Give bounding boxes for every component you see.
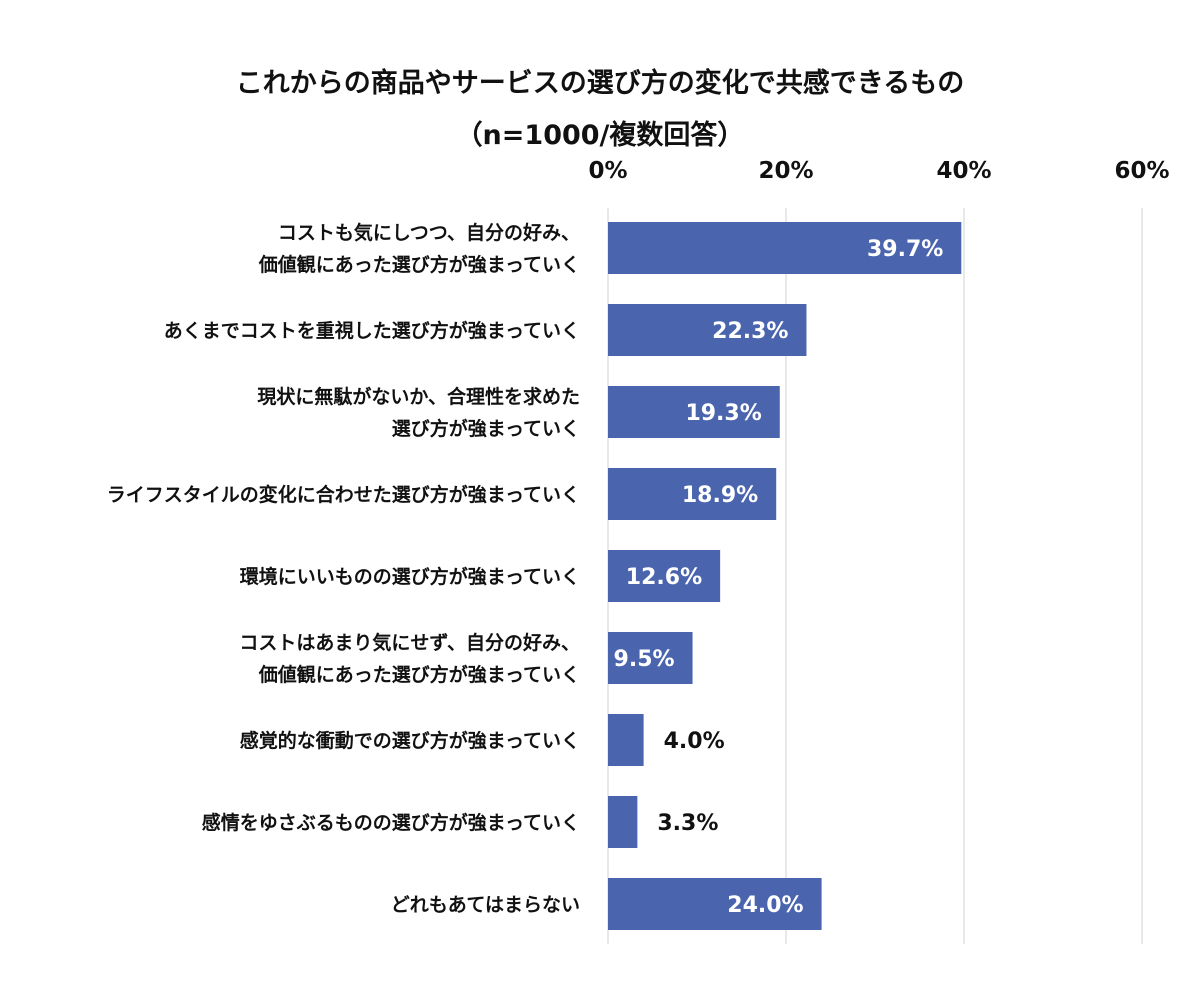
category-label: ライフスタイルの変化に合わせた選び方が強まっていく — [107, 483, 580, 506]
bar — [608, 714, 644, 766]
category-label: 現状に無駄がないか、合理性を求めた — [257, 385, 580, 408]
value-label: 3.3% — [657, 811, 718, 836]
bar — [608, 386, 780, 438]
category-label: 感情をゆさぶるものの選び方が強まっていく — [202, 811, 580, 834]
value-label: 24.0% — [727, 893, 803, 918]
value-label: 18.9% — [682, 483, 758, 508]
chart-title-line-1: これからの商品やサービスの選び方の変化で共感できるもの — [235, 68, 965, 99]
value-label: 39.7% — [867, 237, 943, 262]
category-label: あくまでコストを重視した選び方が強まっていく — [164, 319, 580, 342]
bar — [608, 878, 822, 930]
category-label: コストも気にしつつ、自分の好み、 — [278, 221, 580, 244]
bar — [608, 796, 638, 848]
bars — [608, 222, 962, 930]
value-label: 9.5% — [614, 647, 675, 672]
value-label: 12.6% — [626, 565, 702, 590]
x-axis-ticks: 0% 20% 40% 60% — [588, 158, 1169, 184]
bar — [608, 468, 777, 520]
x-tick-label: 40% — [936, 158, 991, 184]
value-label: 22.3% — [712, 319, 788, 344]
chart-title: これからの商品やサービスの選び方の変化で共感できるもの （n=1000/複数回答… — [0, 58, 1200, 162]
category-label: 価値観にあった選び方が強まっていく — [258, 663, 580, 686]
x-tick-label: 0% — [588, 158, 627, 184]
category-label: 感覚的な衝動での選び方が強まっていく — [240, 729, 580, 752]
bar — [608, 632, 693, 684]
category-label: 価値観にあった選び方が強まっていく — [258, 253, 580, 276]
category-label: 環境にいいものの選び方が強まっていく — [240, 565, 580, 588]
chart-title-line-2: （n=1000/複数回答） — [455, 120, 745, 151]
bar — [608, 550, 721, 602]
category-label: 選び方が強まっていく — [392, 417, 580, 440]
x-tick-label: 60% — [1114, 158, 1169, 184]
category-label: コストはあまり気にせず、自分の好み、 — [239, 631, 580, 654]
x-tick-label: 20% — [758, 158, 813, 184]
value-labels: 39.7% 22.3% 19.3% 18.9% 12.6% 9.5% 4.0% 3.3% 24.… — [614, 237, 944, 918]
value-label: 4.0% — [664, 729, 725, 754]
bar — [608, 304, 807, 356]
category-labels: コストも気にしつつ、自分の好み、価値観にあった選び方が強まっていくあくまでコスト… — [107, 221, 580, 916]
value-label: 19.3% — [685, 401, 761, 426]
bar — [608, 222, 962, 274]
category-label: どれもあてはまらない — [391, 894, 580, 916]
